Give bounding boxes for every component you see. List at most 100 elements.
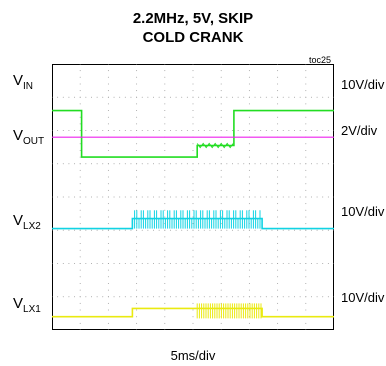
grid-dot [164,203,166,205]
grid-dot [203,130,205,131]
grid-dot [237,296,239,298]
scale-vlx2: 10V/div [341,204,385,219]
grid-dot [164,64,166,65]
grid-dot [68,229,70,231]
grid-dot [333,229,334,231]
grid-dot [107,309,109,311]
grid-dot [164,256,166,258]
grid-dot [147,163,149,165]
grid-dot [90,196,92,198]
grid-dot [181,163,183,165]
chart-title-line1: 2.2MHz, 5V, SKIP [132,10,254,27]
grid-dot [136,316,138,318]
grid-dot [277,123,279,125]
grid-dot [220,296,222,298]
grid-dot [141,229,143,231]
grid-dot [130,229,132,231]
grid-dot [277,196,279,198]
grid-dot [305,189,307,191]
grid-dot [147,196,149,198]
grid-dot [277,189,279,191]
grid-dot [277,130,279,131]
grid-dot [277,163,279,165]
trace-vlx1 [52,303,334,319]
grid-dot [220,83,222,85]
grid-dot [124,229,126,231]
grid-dot [136,196,138,198]
grid-dot [299,196,301,198]
grid-dot [327,196,329,198]
grid-dot [305,149,307,151]
grid-dot [107,296,109,298]
grid-dot [136,296,138,298]
grid-dot [164,110,166,112]
grid-dot [57,229,59,231]
grid-dot [265,96,267,98]
grid-dot [192,96,194,98]
grid-dot [79,249,81,251]
grid-dot [164,176,166,178]
grid-dot [305,229,307,231]
grid-dot [215,296,217,298]
grid-dot [299,96,301,98]
grid-dot [52,163,53,165]
grid-dot [220,123,222,125]
grid-dot [136,269,138,271]
grid-dot [277,96,279,98]
trace-line-vlx2 [52,217,334,230]
grid-dot [107,64,109,65]
grid-dot [209,130,211,131]
grid-dot [79,183,81,185]
grid-dot [282,263,284,264]
grid-dot [282,196,284,198]
grid-dot [124,163,126,165]
grid-dot [181,296,183,298]
grid-dot [79,216,81,218]
grid-dot [248,149,250,151]
grid-dot [57,96,59,98]
grid-dot [107,123,109,125]
grid-dot [130,196,132,198]
grid-dot [277,149,279,151]
grid-dot [192,263,194,264]
chart-title-line2: COLD CRANK [142,29,244,46]
grid-dot [305,183,307,185]
grid-dot [107,96,109,98]
grid-dot [248,249,250,251]
grid-dot [260,163,262,165]
grid-dot [79,302,81,304]
grid-dot [248,203,250,205]
grid-dot [243,296,245,298]
grid-dot [79,90,81,92]
grid-dot [203,263,205,264]
grid-dot [164,249,166,251]
grid-dot [113,163,115,165]
grid-dot [248,169,250,171]
grid-dot [220,156,222,158]
trace-line-vin [52,109,334,158]
grid-dot [203,163,205,165]
grid-dot [254,296,256,298]
grid-dot [79,70,81,72]
grid-dot [107,130,109,131]
grid-dot [310,163,312,165]
grid-dot [310,263,312,264]
grid-dot [130,163,132,165]
grid-dot [265,263,267,264]
grid-dot [220,329,222,330]
grid-dot [305,249,307,251]
grid-dot [136,110,138,112]
grid-dot [192,116,194,118]
grid-dot [192,229,194,231]
grid-dot [277,269,279,271]
grid-dot [136,276,138,278]
grid-dot [271,196,273,198]
grid-dot [277,216,279,218]
grid-dot [192,236,194,238]
grid-dot [136,322,138,324]
grid-dot [305,269,307,271]
grid-dot [231,196,233,198]
grid-dot [136,163,138,165]
grid-dot [209,96,211,98]
grid-dot [107,143,109,145]
